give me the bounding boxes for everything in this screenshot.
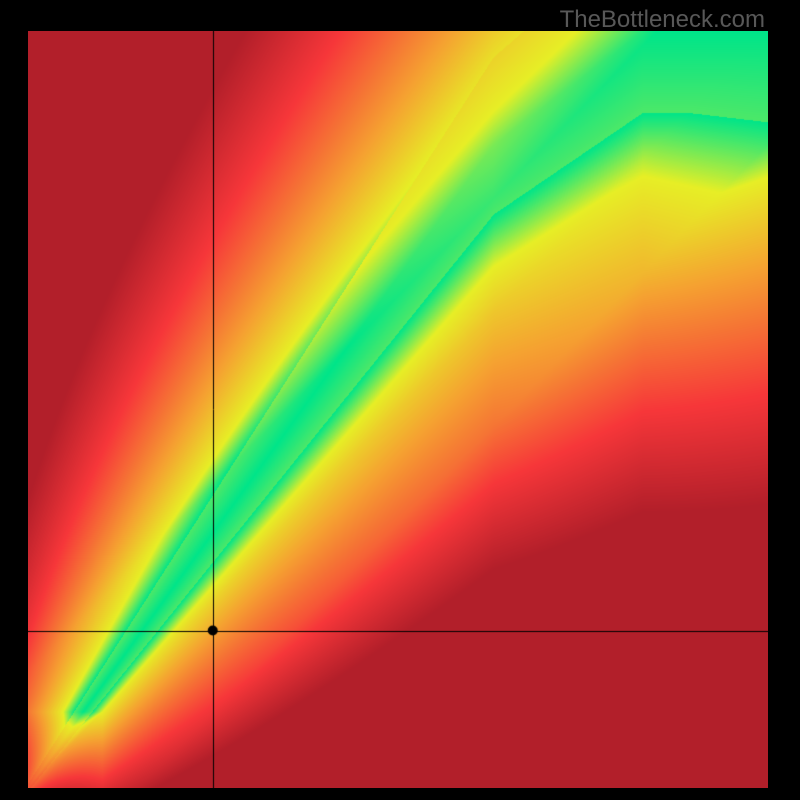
bottleneck-heatmap <box>28 31 768 788</box>
chart-container: TheBottleneck.com <box>0 0 800 800</box>
watermark-label: TheBottleneck.com <box>560 6 765 34</box>
